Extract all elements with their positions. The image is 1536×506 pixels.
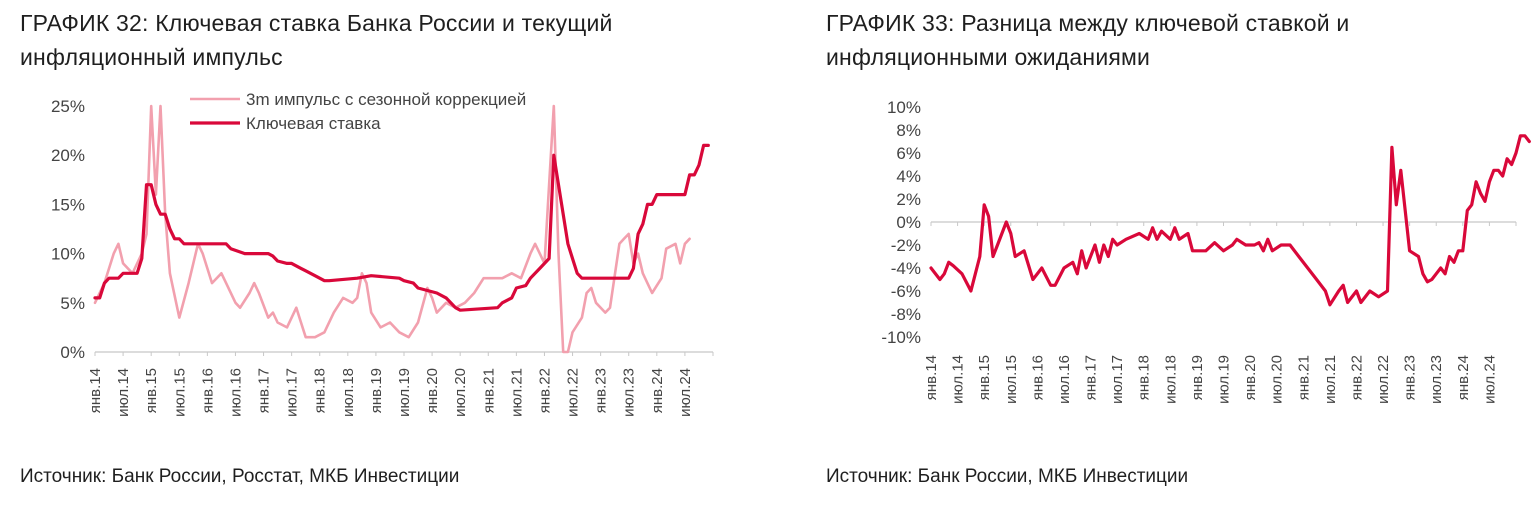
legend-label: 3m импульс с сезонной коррекцией xyxy=(246,90,526,109)
x-tick-label: янв.20 xyxy=(424,368,441,413)
x-tick-label: июл.18 xyxy=(340,368,357,417)
x-tick-label: янв.19 xyxy=(1189,355,1206,400)
chart-title-line-2: инфляционный импульс xyxy=(20,44,283,70)
x-tick-label: июл.16 xyxy=(227,368,244,417)
series-line-2 xyxy=(93,143,710,312)
x-tick-label: янв.24 xyxy=(1455,355,1472,400)
x-tick-label: янв.21 xyxy=(1295,355,1312,400)
x-tick-label: янв.16 xyxy=(199,368,216,413)
rate-spread-chart: -10% -8% -6% -4% -2% 0% 2% 4% 6% 8% 10% янв.14 июл.1… xyxy=(881,98,1531,404)
series-line-1 xyxy=(93,104,691,354)
chart-title-line-1: ГРАФИК 32: Ключевая ставка Банка России … xyxy=(20,10,613,36)
x-tick-label: янв.24 xyxy=(649,368,666,413)
x-tick-label: июл.24 xyxy=(677,368,694,417)
x-tick-label: июл.17 xyxy=(284,368,301,417)
x-tick-label: июл.15 xyxy=(1003,355,1020,404)
x-tick-label: янв.22 xyxy=(536,368,553,413)
y-tick-label: -6% xyxy=(891,282,921,301)
x-tick-label: янв.18 xyxy=(312,368,329,413)
x-tick-label: янв.19 xyxy=(368,368,385,413)
y-tick-label: 8% xyxy=(896,121,921,140)
legend-label: Ключевая ставка xyxy=(246,114,381,133)
x-tick-label: янв.22 xyxy=(1348,355,1365,400)
y-tick-label: 5% xyxy=(60,294,85,313)
y-tick-label: 4% xyxy=(896,167,921,186)
chart-title: ГРАФИК 33: Разница между ключевой ставко… xyxy=(826,6,1526,74)
key-rate-chart: 0% 5% 10% 15% 20% 25% янв.14 июл.14 янв.15 июл.15… xyxy=(51,90,714,417)
y-tick-label: -4% xyxy=(891,259,921,278)
x-tick-label: июл.15 xyxy=(171,368,188,417)
x-tick-label: янв.17 xyxy=(1083,355,1100,400)
x-tick-label: июл.19 xyxy=(1216,355,1233,404)
y-tick-label: 0% xyxy=(60,343,85,362)
x-tick-label: янв.14 xyxy=(87,368,104,413)
y-tick-label: -2% xyxy=(891,236,921,255)
x-tick-label: янв.21 xyxy=(480,368,497,413)
y-tick-label: -10% xyxy=(881,328,921,347)
x-tick-label: июл.24 xyxy=(1481,355,1498,404)
x-tick-label: янв.18 xyxy=(1136,355,1153,400)
x-tick-label: июл.16 xyxy=(1056,355,1073,404)
series-line-1 xyxy=(929,134,1531,307)
x-tick-label: июл.22 xyxy=(1375,355,1392,404)
chart-panel-key-rate: ГРАФИК 32: Ключевая ставка Банка России … xyxy=(20,10,714,487)
x-tick-label: июл.14 xyxy=(115,368,132,417)
y-tick-label: 6% xyxy=(896,144,921,163)
chart-title-line-2: инфляционными ожиданиями xyxy=(826,44,1151,70)
x-tick-label: июл.23 xyxy=(1428,355,1445,404)
x-tick-label: июл.19 xyxy=(396,368,413,417)
chart-panel-rate-spread: ГРАФИК 33: Разница между ключевой ставко… xyxy=(806,0,1536,506)
x-tick-label: янв.17 xyxy=(256,368,273,413)
y-tick-label: 0% xyxy=(896,213,921,232)
y-tick-label: -8% xyxy=(891,305,921,324)
chart-source: Источник: Банк России, МКБ Инвестиции xyxy=(826,466,1189,487)
x-tick-label: июл.21 xyxy=(508,368,525,417)
x-tick-label: июл.14 xyxy=(950,355,967,404)
x-tick-label: янв.16 xyxy=(1029,355,1046,400)
x-tick-label: июл.20 xyxy=(1269,355,1286,404)
y-tick-label: 10% xyxy=(51,245,85,264)
x-tick-label: июл.18 xyxy=(1162,355,1179,404)
x-tick-label: янв.15 xyxy=(143,368,160,413)
x-tick-label: июл.20 xyxy=(452,368,469,417)
y-tick-label: 25% xyxy=(51,97,85,116)
x-tick-label: янв.20 xyxy=(1242,355,1259,400)
x-tick-label: янв.15 xyxy=(976,355,993,400)
x-tick-label: июл.21 xyxy=(1322,355,1339,404)
y-tick-label: 2% xyxy=(896,190,921,209)
x-tick-label: июл.22 xyxy=(565,368,582,417)
chart-title-line-1: ГРАФИК 33: Разница между ключевой ставко… xyxy=(826,10,1350,36)
chart-source: Источник: Банк России, Росстат, МКБ Инве… xyxy=(20,466,460,487)
x-tick-label: июл.23 xyxy=(621,368,638,417)
x-tick-label: янв.14 xyxy=(923,355,940,400)
y-tick-label: 10% xyxy=(887,98,921,117)
x-tick-label: янв.23 xyxy=(593,368,610,413)
y-tick-label: 20% xyxy=(51,146,85,165)
x-tick-label: янв.23 xyxy=(1402,355,1419,400)
chart-title: ГРАФИК 32: Ключевая ставка Банка России … xyxy=(20,6,780,74)
x-tick-label: июл.17 xyxy=(1109,355,1126,404)
y-tick-label: 15% xyxy=(51,195,85,214)
